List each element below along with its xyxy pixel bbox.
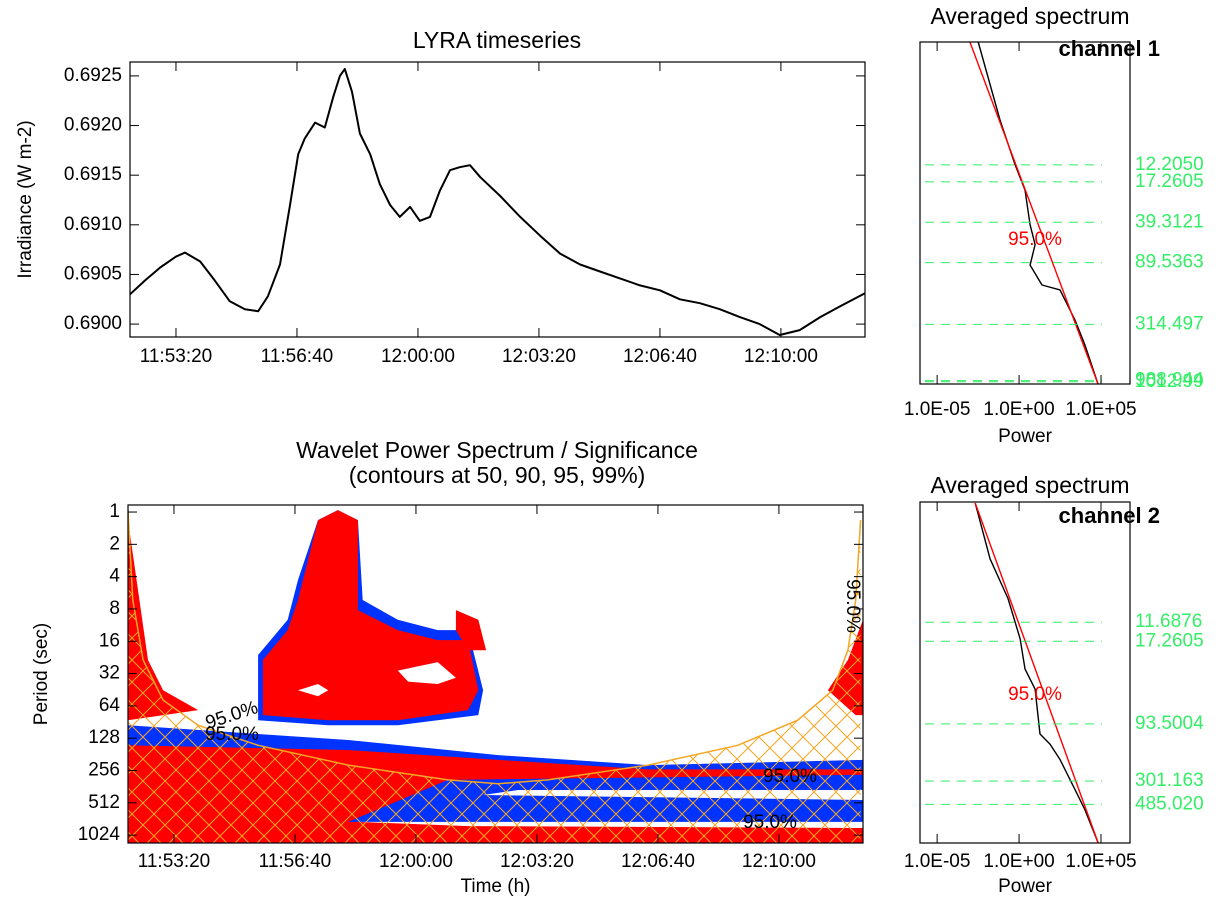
x-tick-label: 12:00:00	[379, 851, 453, 872]
chart-title: LYRA timeseries	[413, 27, 581, 53]
peak-label: 39.3121	[1135, 211, 1204, 232]
y-tick-label: 2	[109, 533, 120, 554]
chart-subtitle: channel 2	[1059, 503, 1160, 528]
y-tick-label: 0.6905	[64, 263, 122, 284]
y-tick-label: 512	[88, 792, 120, 813]
coi-line	[128, 510, 862, 785]
chart-subtitle: (contours at 50, 90, 95, 99%)	[349, 462, 646, 488]
x-tick-label: 1.0E+00	[983, 851, 1054, 872]
x-tick-label: 12:03:20	[502, 346, 576, 367]
y-tick-label: 16	[99, 630, 120, 651]
significance-label: 95.0%	[842, 579, 863, 633]
y-tick-label: 64	[99, 695, 121, 716]
y-tick-label: 1024	[78, 824, 121, 845]
x-tick-label: 1.0E+00	[983, 399, 1054, 420]
x-tick-label: 1.0E+05	[1065, 399, 1136, 420]
series-line	[129, 67, 866, 336]
x-tick-label: 11:53:20	[138, 851, 211, 872]
peak-label: 12.2050	[1135, 154, 1204, 175]
peak-label: 17.2605	[1135, 171, 1204, 192]
x-tick-label: 12:10:00	[742, 851, 816, 872]
peak-label: 301.163	[1135, 770, 1204, 791]
x-axis-label: Power	[998, 426, 1053, 447]
y-tick-label: 0.6920	[64, 115, 122, 136]
significance-label: 95.0%	[1008, 229, 1062, 250]
contour-layer	[128, 510, 863, 843]
peak-label: 11.6876	[1135, 611, 1202, 632]
x-tick-label: 11:53:20	[140, 346, 213, 367]
plot-frame	[919, 501, 1131, 844]
y-tick-label: 0.6910	[64, 214, 122, 235]
x-tick-label: 1.0E-05	[904, 399, 971, 420]
x-tick-label: 12:10:00	[744, 346, 818, 367]
x-tick-label: 1.0E+05	[1065, 851, 1136, 872]
peak-label: 314.497	[1135, 313, 1204, 334]
contour-region	[455, 610, 487, 651]
significance-label: 95.0%	[743, 812, 797, 833]
y-tick-label: 256	[88, 760, 120, 781]
plot-frame	[129, 61, 866, 338]
y-tick-label: 128	[88, 727, 120, 748]
peak-label: 93.5004	[1135, 713, 1204, 734]
peak-label: 988.944	[1135, 370, 1204, 391]
x-tick-label: 12:03:20	[500, 851, 574, 872]
y-tick-label: 0.6915	[64, 164, 122, 185]
plot-frame	[919, 41, 1131, 385]
x-axis-label: Time (h)	[460, 876, 530, 897]
series-line	[977, 41, 1099, 385]
coi-hatch	[128, 510, 861, 843]
significance-label: 95.0%	[205, 724, 259, 745]
y-tick-label: 8	[109, 598, 120, 619]
y-tick-label: 4	[109, 566, 120, 587]
contour-region	[298, 684, 329, 697]
series-line	[974, 502, 1099, 843]
x-tick-label: 12:00:00	[381, 346, 455, 367]
x-tick-label: 11:56:40	[259, 851, 332, 872]
chart-title: Averaged spectrum	[930, 472, 1129, 498]
x-tick-label: 11:56:40	[261, 346, 334, 367]
y-tick-label: 0.6925	[64, 65, 122, 86]
y-axis-label: Period (sec)	[31, 623, 52, 725]
peak-label: 17.2605	[1135, 630, 1204, 651]
y-tick-label: 1	[109, 501, 120, 522]
contour-region	[397, 662, 456, 684]
x-axis-label: Power	[998, 876, 1053, 897]
x-tick-label: 12:06:40	[623, 346, 697, 367]
x-tick-label: 1.0E-05	[904, 851, 971, 872]
peak-label: 485.020	[1135, 793, 1204, 814]
chart-subtitle: channel 1	[1059, 36, 1160, 61]
chart-title: Wavelet Power Spectrum / Significance	[296, 437, 698, 463]
series-line	[969, 41, 1099, 385]
series-line	[974, 502, 1099, 843]
significance-label: 95.0%	[763, 766, 817, 787]
y-tick-label: 0.6900	[64, 313, 122, 334]
x-tick-label: 12:06:40	[621, 851, 695, 872]
chart-title: Averaged spectrum	[930, 3, 1129, 29]
y-tick-label: 32	[99, 663, 120, 684]
peak-label: 89.5363	[1135, 252, 1204, 273]
peak-label: 1012.99	[1135, 371, 1204, 392]
y-axis-label: Irradiance (W m-2)	[15, 120, 36, 278]
significance-label: 95.0%	[1008, 684, 1062, 705]
